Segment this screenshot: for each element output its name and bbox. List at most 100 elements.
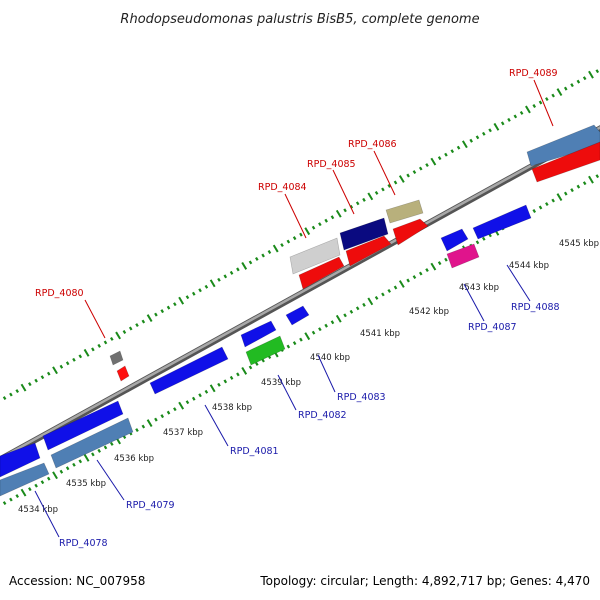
- cds-block-rpd-4088: [472, 204, 532, 240]
- inner-tick-tick: [324, 323, 328, 328]
- gene-label-rpd-4084: RPD_4084: [258, 182, 307, 193]
- outer-tick-tick: [588, 70, 594, 79]
- inner-tick-tick: [582, 181, 587, 186]
- cds-block-rpd-4083: [285, 305, 310, 326]
- outer-tick-tick: [488, 128, 492, 133]
- gene-block-rpd-4080: [109, 350, 124, 366]
- gene-block-rpd-4079: [50, 417, 134, 469]
- top-leader-line: [533, 79, 554, 127]
- label-leaders: [34, 79, 554, 538]
- cds-block-rpd-4084: [298, 256, 345, 290]
- outer-tick-tick: [40, 375, 45, 380]
- outer-tick-tick: [160, 309, 165, 314]
- inner-tick-tick: [20, 488, 27, 497]
- outer-tick-tick: [128, 326, 133, 331]
- outer-tick-tick: [393, 180, 398, 185]
- outer-tick-tick: [59, 364, 64, 369]
- inner-tick-tick: [217, 382, 221, 387]
- inner-tick-tick: [141, 424, 146, 429]
- outer-tick-tick: [78, 354, 83, 359]
- outer-tick-tick: [304, 227, 311, 236]
- inner-tick-tick: [241, 367, 248, 375]
- inner-tick-tick: [191, 396, 196, 401]
- kbp-tick-label: 4544 kbp: [509, 261, 549, 271]
- outer-tick-tick: [418, 166, 423, 171]
- top-leader-line: [84, 299, 106, 339]
- inner-tick-tick: [40, 480, 45, 485]
- kbp-tick-label: 4540 kbp: [310, 353, 350, 363]
- gene-block-rpd-4084: [289, 237, 341, 275]
- outer-tick-tick: [191, 291, 196, 296]
- outer-tick-tick: [406, 173, 410, 178]
- gene-block-rpd-4085: [339, 217, 389, 251]
- kbp-tick-label: 4535 kbp: [66, 479, 106, 489]
- outer-tick-tick: [9, 392, 13, 397]
- inner-tick-tick: [166, 410, 171, 415]
- cds-block-rpd-4082-a: [240, 320, 277, 348]
- inner-tick-tick: [173, 407, 177, 412]
- outer-tick-tick: [72, 357, 76, 362]
- kbp-tick-label: 4537 kbp: [163, 428, 203, 438]
- outer-tick-tick: [299, 232, 303, 237]
- outer-tick-tick: [563, 86, 568, 91]
- topology-text: Topology: circular; Length: 4,892,717 bp…: [260, 574, 590, 588]
- kbp-tick-label: 4543 kbp: [459, 283, 499, 293]
- gene-labels: RPD_4080 RPD_4084 RPD_4085 RPD_4086 RPD_4089…: [35, 68, 560, 549]
- cds-block-rpd-4087: [440, 228, 469, 252]
- outer-tick-tick: [248, 260, 253, 265]
- cds-block-rpd-4086: [392, 218, 429, 246]
- inner-tick-tick: [185, 400, 190, 405]
- outer-tick-tick: [576, 79, 581, 84]
- inner-tick-tick: [178, 401, 185, 410]
- outer-tick-tick: [122, 330, 127, 334]
- gene-label-rpd-4081: RPD_4081: [230, 446, 279, 457]
- inner-tick-tick: [563, 191, 568, 196]
- inner-tick-tick: [34, 483, 38, 488]
- inner-tick-tick: [425, 268, 429, 273]
- cds-block-rpd-4078: [0, 442, 41, 478]
- outer-tick-tick: [103, 340, 108, 345]
- gene-block-rpd-4087: [446, 243, 480, 269]
- inner-tick-tick: [570, 188, 574, 193]
- outer-tick-tick: [154, 312, 158, 317]
- kbp-tick-label: 4538 kbp: [212, 403, 252, 413]
- inner-tick-tick: [28, 487, 32, 492]
- gene-block-rpd-4089: [526, 124, 600, 167]
- outer-tick-tick: [185, 295, 190, 300]
- inner-tick-tick: [223, 379, 228, 384]
- outer-tick-tick: [330, 215, 335, 220]
- inner-tick-tick: [198, 393, 202, 398]
- outer-tick-tick: [28, 382, 32, 387]
- outer-tick-tick: [545, 97, 549, 102]
- inner-tick-tick: [330, 320, 335, 325]
- outer-tick-tick: [2, 396, 7, 401]
- inner-tick-tick: [437, 261, 442, 266]
- outer-tick-tick: [595, 69, 600, 74]
- kbp-tick-label: 4542 kbp: [409, 307, 449, 317]
- outer-tick-tick: [141, 319, 146, 324]
- gene-label-rpd-4088: RPD_4088: [511, 302, 560, 313]
- inner-tick-tick: [286, 344, 291, 349]
- top-leader-line: [284, 193, 307, 239]
- inner-tick-tick: [204, 389, 209, 394]
- gene-label-rpd-4082: RPD_4082: [298, 410, 347, 421]
- map-title: Rhodopseudomonas palustris BisB5, comple…: [120, 12, 479, 27]
- outer-tick-tick: [198, 288, 202, 293]
- kbp-tick-label: 4536 kbp: [114, 454, 154, 464]
- inner-tick-tick: [538, 205, 543, 210]
- inner-tick-tick: [78, 459, 83, 464]
- inner-tick-tick: [355, 306, 360, 311]
- accession-text: Accession: NC_007958: [9, 574, 146, 588]
- inner-tick-tick: [551, 198, 555, 203]
- outer-tick-tick: [20, 383, 27, 392]
- gene-label-rpd-4086: RPD_4086: [348, 139, 397, 150]
- inner-tick-tick: [146, 419, 153, 427]
- inner-tick-tick: [2, 501, 7, 506]
- outer-tick-tick: [450, 149, 455, 154]
- outer-tick-tick: [146, 314, 153, 322]
- bottom-leader-line: [96, 459, 125, 501]
- cds-block-rpd-4085: [345, 235, 392, 267]
- outer-tick-tick: [493, 122, 500, 131]
- gene-label-rpd-4089: RPD_4089: [509, 68, 558, 79]
- outer-tick-tick: [65, 361, 70, 366]
